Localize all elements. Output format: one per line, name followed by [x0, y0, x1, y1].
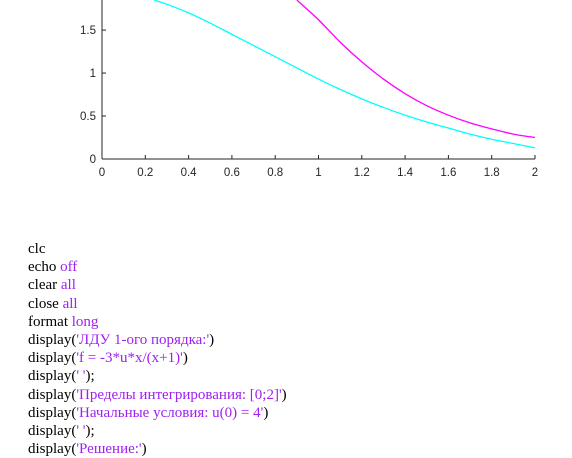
x-tick-label: 2 — [532, 167, 538, 179]
code-token: ) — [281, 386, 287, 403]
x-tick-label: 1.8 — [484, 167, 500, 179]
x-tick-label: 1.4 — [397, 167, 414, 179]
code-line: echo off — [28, 258, 287, 276]
code-token: echo — [28, 259, 61, 276]
code-line: display(' '); — [28, 422, 287, 440]
y-tick-label: 0 — [90, 154, 96, 166]
y-tick-label: 1.5 — [80, 25, 96, 37]
code-string-token: 'Решение:' — [76, 441, 142, 458]
code-string-token: 'Пределы интегрирования: [0;2]' — [76, 386, 282, 403]
y-axis-ticks: 0 0.5 1 1.5 — [80, 25, 106, 166]
code-line: display('Решение:') — [28, 440, 287, 458]
code-string-token: 'Начальные условия: u(0) = 4' — [76, 404, 264, 421]
code-string-token: 'ЛДУ 1-ого порядка:' — [76, 332, 210, 349]
code-token: clc — [28, 241, 46, 257]
code-string-token: all — [62, 295, 78, 312]
code-line: close all — [28, 295, 287, 313]
code-line: clc — [28, 240, 287, 258]
code-token: display( — [28, 332, 77, 349]
code-token: ); — [85, 423, 95, 440]
x-tick-label: 0 — [99, 167, 105, 179]
matlab-code-listing: clc echo off clear all close all format long… — [28, 240, 287, 458]
code-token: ); — [85, 368, 95, 385]
x-tick-label: 0.6 — [224, 167, 240, 179]
code-token: display( — [28, 368, 77, 385]
code-token: ) — [182, 350, 188, 367]
x-tick-label: 0.8 — [267, 167, 283, 179]
code-token: display( — [28, 423, 77, 440]
solution-plot: 0 0.2 0.4 0.6 0.8 1 1.2 1.4 1.6 1.8 2 0 0.5 1 1.5 — [80, 0, 538, 179]
code-string-token: long — [71, 313, 99, 330]
x-tick-label: 1 — [315, 167, 321, 179]
code-line: clear all — [28, 276, 287, 294]
code-line: format long — [28, 313, 287, 331]
code-token: display( — [28, 404, 77, 421]
series-line-0 — [296, 0, 536, 139]
plot-curves — [153, 0, 536, 149]
x-tick-label: 1.2 — [354, 167, 370, 179]
code-token: display( — [28, 386, 77, 403]
code-token: ) — [263, 404, 269, 421]
code-token: display( — [28, 350, 77, 367]
code-token: ) — [209, 332, 215, 349]
code-line: display(' '); — [28, 367, 287, 385]
x-tick-label: 0.2 — [137, 167, 153, 179]
x-tick-label: 0.4 — [181, 167, 198, 179]
x-tick-label: 1.6 — [440, 167, 456, 179]
code-token: close — [28, 295, 63, 312]
code-string-token: ' ' — [76, 423, 86, 440]
code-line: display('f = -3*u*x/(x+1)') — [28, 349, 287, 367]
code-line: display('Пределы интегрирования: [0;2]') — [28, 386, 287, 404]
code-line: display('ЛДУ 1-ого порядка:') — [28, 331, 287, 349]
code-string-token: ' ' — [76, 368, 86, 385]
series-line-1 — [153, 0, 536, 149]
x-axis-ticks: 0 0.2 0.4 0.6 0.8 1 1.2 1.4 1.6 1.8 2 — [99, 155, 538, 179]
code-string-token: 'f = -3*u*x/(x+1)' — [76, 350, 183, 367]
code-token: clear — [28, 277, 61, 294]
code-line: display('Начальные условия: u(0) = 4') — [28, 404, 287, 422]
y-tick-label: 0.5 — [80, 111, 96, 123]
code-token: display( — [28, 441, 77, 458]
y-tick-label: 1 — [90, 68, 96, 80]
code-string-token: off — [60, 259, 78, 276]
code-token: ) — [141, 441, 147, 458]
code-string-token: all — [60, 277, 76, 294]
code-token: format — [28, 313, 72, 330]
